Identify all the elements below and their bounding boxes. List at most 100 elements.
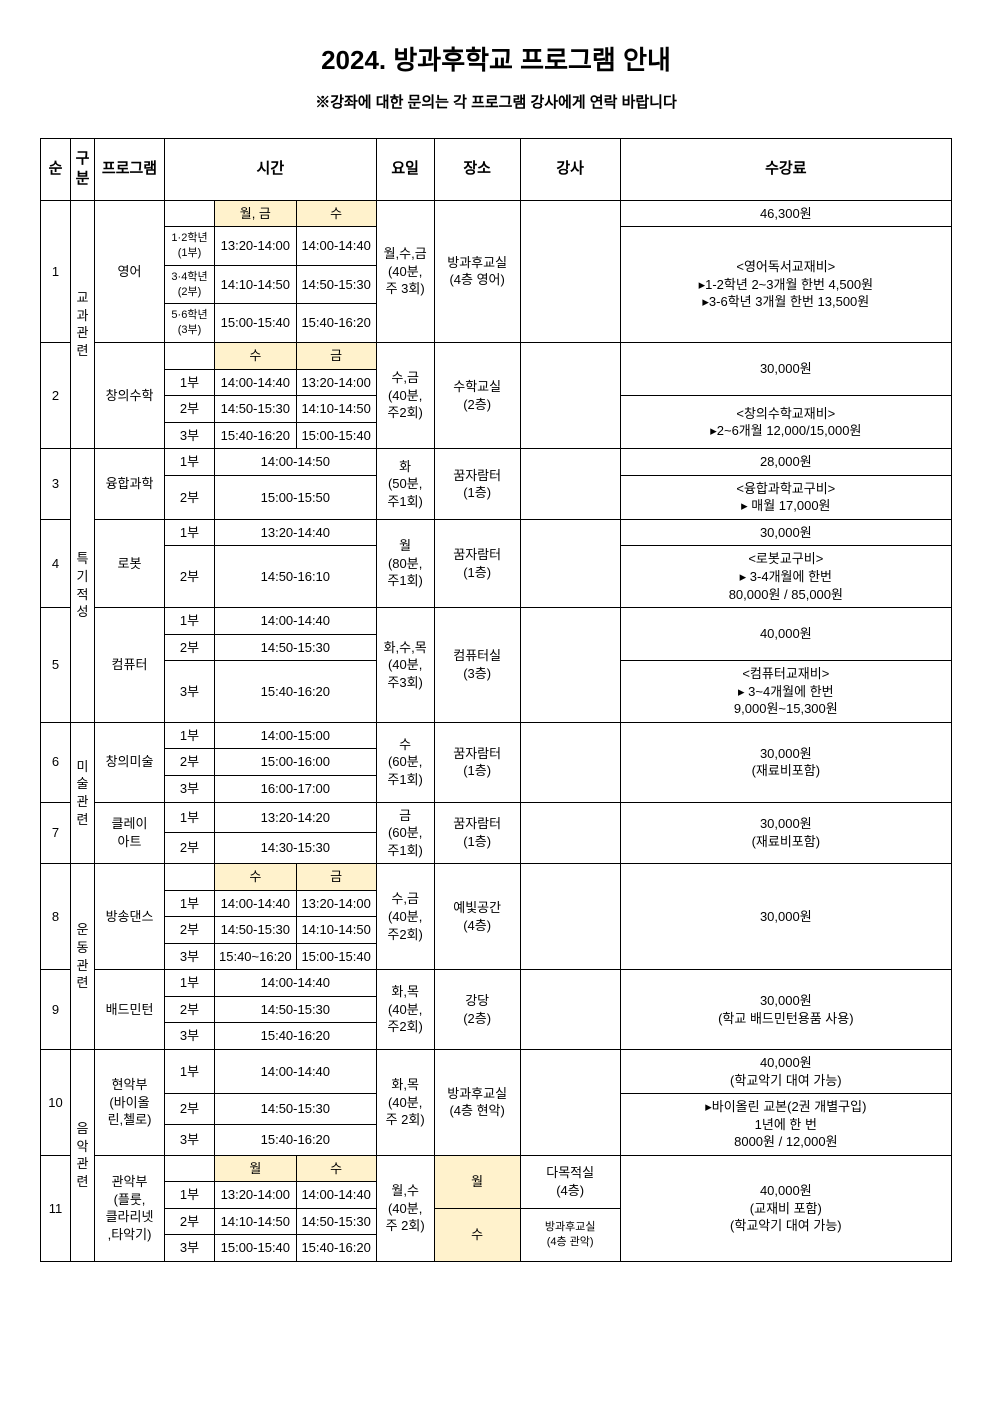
cell-place: 강당 (2층) <box>434 970 520 1050</box>
cell-fee: 40,000원 (학교악기 대여 가능) <box>620 1049 951 1093</box>
cell-session: 5·6학년 (3부) <box>165 304 215 343</box>
cell-time: 14:00-14:40 <box>215 970 377 997</box>
cell-fee: 30,000원 <box>620 864 951 970</box>
cell-place: 다목적실 (4층) <box>520 1155 620 1208</box>
cell-session: 2부 <box>165 634 215 661</box>
table-row: 6 미 술 관 련 창의미술 1부 14:00-15:00 수 (60분, 주1… <box>41 722 952 749</box>
cell-time: 14:50-15:30 <box>215 1094 377 1125</box>
cell-program: 방송댄스 <box>95 864 165 970</box>
cell-session: 1부 <box>165 722 215 749</box>
cell-time: 13:20-14:20 <box>215 802 377 833</box>
cell-num: 9 <box>41 970 71 1050</box>
cell-program: 창의미술 <box>95 722 165 802</box>
cell-session: 3부 <box>165 661 215 723</box>
cell-num: 11 <box>41 1155 71 1261</box>
cell-session: 2부 <box>165 1208 215 1235</box>
cell-program: 영어 <box>95 200 165 343</box>
cell-time: 14:00-14:40 <box>296 227 376 266</box>
cell-place-day: 수 <box>434 1208 520 1261</box>
header-row: 순 구 분 프로그램 시간 요일 장소 강사 수강료 <box>41 139 952 201</box>
cell-time: 15:40-16:20 <box>215 1023 377 1050</box>
hdr-program: 프로그램 <box>95 139 165 201</box>
cell-category: 음 악 관 련 <box>71 1049 95 1261</box>
cell-program: 클레이 아트 <box>95 802 165 864</box>
table-row: 8 운 동 관 련 방송댄스 수 금 수,금 (40분, 주2회) 예빛공간 (… <box>41 864 952 891</box>
cell-time: 14:50-15:30 <box>215 996 377 1023</box>
page-title: 2024. 방과후학교 프로그램 안내 <box>40 40 952 77</box>
cell-dayhdr: 금 <box>296 864 376 891</box>
cell-session: 1부 <box>165 1049 215 1093</box>
cell-time: 14:10-14:50 <box>215 265 297 304</box>
cell-program: 컴퓨터 <box>95 608 165 723</box>
cell-dayhdr: 수 <box>296 1155 376 1182</box>
cell-session: 2부 <box>165 833 215 864</box>
cell-place: 꿈자람터 (1층) <box>434 802 520 864</box>
cell-num: 5 <box>41 608 71 723</box>
hdr-time: 시간 <box>165 139 377 201</box>
cell-dayhdr: 금 <box>296 343 376 370</box>
table-row: 5 컴퓨터 1부 14:00-14:40 화,수,목 (40분, 주3회) 컴퓨… <box>41 608 952 635</box>
cell-teacher <box>520 519 620 607</box>
cell-teacher <box>520 1049 620 1155</box>
cell-time: 15:00-15:40 <box>296 422 376 449</box>
cell-fee: <융합과학교구비> ▸ 매월 17,000원 <box>620 475 951 519</box>
cell-category: 운 동 관 련 <box>71 864 95 1050</box>
cell-time: 15:00-15:40 <box>296 943 376 970</box>
cell-time: 14:10-14:50 <box>215 1208 297 1235</box>
cell-category: 미 술 관 련 <box>71 722 95 863</box>
cell-time: 15:40-16:20 <box>215 1124 377 1155</box>
cell-session: 1부 <box>165 970 215 997</box>
cell-num: 7 <box>41 802 71 864</box>
cell-session: 2부 <box>165 1094 215 1125</box>
cell-day: 월 (80분, 주1회) <box>376 519 434 607</box>
cell-session: 3부 <box>165 1124 215 1155</box>
cell-time: 13:20-14:00 <box>296 369 376 396</box>
cell-fee: <로봇교구비> ▸ 3-4개월에 한번 80,000원 / 85,000원 <box>620 546 951 608</box>
cell-num: 10 <box>41 1049 71 1155</box>
cell-time: 14:50-15:30 <box>215 917 297 944</box>
page-subtitle: ※강좌에 대한 문의는 각 프로그램 강사에게 연락 바랍니다 <box>40 91 952 112</box>
table-row: 4 로봇 1부 13:20-14:40 월 (80분, 주1회) 꿈자람터 (1… <box>41 519 952 546</box>
cell-teacher <box>520 802 620 864</box>
cell-fee: 46,300원 <box>620 200 951 227</box>
cell-num: 8 <box>41 864 71 970</box>
cell-time: 14:30-15:30 <box>215 833 377 864</box>
cell-session: 2부 <box>165 475 215 519</box>
cell-session: 1부 <box>165 608 215 635</box>
cell-place: 방과후교실 (4층 관악) <box>520 1208 620 1261</box>
cell-time: 16:00-17:00 <box>215 775 377 802</box>
cell-place: 컴퓨터실 (3층) <box>434 608 520 723</box>
cell-time: 15:40-16:20 <box>215 422 297 449</box>
cell-blank <box>165 343 215 370</box>
hdr-place: 장소 <box>434 139 520 201</box>
cell-session: 1·2학년 (1부) <box>165 227 215 266</box>
cell-time: 15:40~16:20 <box>215 943 297 970</box>
cell-fee: <영어독서교재비> ▸1-2학년 2~3개월 한번 4,500원 ▸3-6학년 … <box>620 227 951 343</box>
cell-time: 15:00-15:40 <box>215 304 297 343</box>
cell-day: 화 (50분, 주1회) <box>376 449 434 520</box>
cell-time: 15:40-16:20 <box>296 1235 376 1262</box>
cell-session: 2부 <box>165 396 215 423</box>
cell-time: 15:40-16:20 <box>296 304 376 343</box>
cell-day: 금 (60분, 주1회) <box>376 802 434 864</box>
cell-day: 수,금 (40분, 주2회) <box>376 343 434 449</box>
cell-time: 15:00-15:40 <box>215 1235 297 1262</box>
cell-session: 3부 <box>165 775 215 802</box>
program-table: 순 구 분 프로그램 시간 요일 장소 강사 수강료 1 교 과 관 련 영어 … <box>40 138 952 1262</box>
cell-teacher <box>520 722 620 802</box>
cell-time: 13:20-14:00 <box>215 227 297 266</box>
cell-dayhdr: 수 <box>215 343 297 370</box>
cell-fee: 28,000원 <box>620 449 951 476</box>
cell-day: 월,수 (40분, 주 2회) <box>376 1155 434 1261</box>
cell-teacher <box>520 608 620 723</box>
cell-program: 로봇 <box>95 519 165 607</box>
cell-teacher <box>520 200 620 343</box>
hdr-day: 요일 <box>376 139 434 201</box>
hdr-num: 순 <box>41 139 71 201</box>
cell-fee: <창의수학교재비> ▸2~6개월 12,000/15,000원 <box>620 396 951 449</box>
cell-teacher <box>520 343 620 449</box>
hdr-teacher: 강사 <box>520 139 620 201</box>
cell-dayhdr: 수 <box>215 864 297 891</box>
cell-program: 창의수학 <box>95 343 165 449</box>
cell-time: 14:50-15:30 <box>215 634 377 661</box>
